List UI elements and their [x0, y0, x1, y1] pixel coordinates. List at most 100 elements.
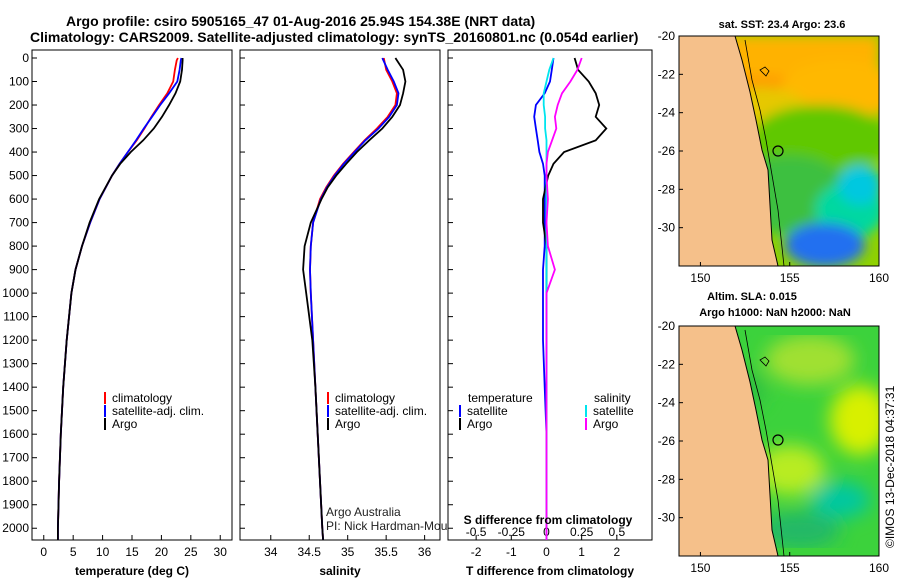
top-tick-label: -0.5	[466, 525, 487, 539]
lat-tick-label: -30	[658, 221, 676, 235]
temperature-x-label: temperature (deg C)	[75, 564, 189, 578]
difference-temperature-legend: temperature satellite Argo	[459, 391, 533, 431]
sst-isobath	[744, 39, 785, 266]
x-tick-label: 36	[418, 545, 432, 559]
lat-tick-label: -26	[658, 434, 676, 448]
pi-name-label: PI: Nick Hardman-Mountford	[326, 519, 478, 533]
lat-tick-label: -26	[658, 144, 676, 158]
x-tick-label: -2	[471, 545, 482, 559]
depth-tick-label: 500	[9, 169, 29, 183]
sla-map-title: Altim. SLA: 0.015	[707, 291, 797, 303]
x-tick-label: 25	[184, 545, 198, 559]
depth-tick-label: 1400	[2, 380, 29, 394]
sst-reef	[759, 66, 770, 77]
legend-satellite-label: satellite-adj. clim.	[335, 404, 427, 418]
x-tick-label: 34	[264, 545, 278, 559]
legend-t-satellite-label: satellite	[467, 404, 508, 418]
sla-land	[679, 326, 779, 556]
depth-tick-label: 1300	[2, 357, 29, 371]
depth-tick-label: 200	[9, 98, 29, 112]
depth-tick-label: 1200	[2, 333, 29, 347]
legend-s-satellite-label: satellite	[593, 404, 634, 418]
sla-isobath	[744, 329, 785, 556]
x-tick-label: 5	[70, 545, 77, 559]
legend-satellite-label: satellite-adj. clim.	[112, 404, 204, 418]
series-line-argo	[57, 58, 184, 540]
depth-tick-label: 2000	[2, 521, 29, 535]
x-tick-label: 10	[96, 545, 110, 559]
difference-panel: -2 -1 0 1 2 -0.5 -0.25 0 0.25 0.5 T difference f…	[447, 49, 653, 578]
x-tick-label: 2	[613, 545, 620, 559]
salinity-profiles	[302, 57, 407, 540]
temperature-legend: climatology satellite-adj. clim. Argo	[104, 391, 204, 431]
sst-map: sat. SST: 23.4 Argo: 23.6 150 155 160 -20 -2…	[658, 19, 890, 285]
x-tick-label: -1	[506, 545, 517, 559]
legend-temperature-header: temperature	[468, 391, 533, 405]
sst-map-ticks: 150 155 160 -20 -22 -24 -26 -28 -30	[658, 29, 890, 285]
sla-map-ticks: 150 155 160 -20 -22 -24 -26 -28 -30	[658, 319, 890, 575]
x-tick-label: 34.5	[298, 545, 322, 559]
t-difference-x-label: T difference from climatology	[466, 564, 634, 578]
depth-tick-label: 600	[9, 192, 29, 206]
lat-tick-label: -22	[658, 357, 676, 371]
sla-float-marker	[772, 434, 784, 446]
x-tick-label: 0	[40, 545, 47, 559]
x-tick-label: 30	[214, 545, 228, 559]
depth-tick-label: 1100	[3, 310, 29, 324]
s-difference-x-label: S difference from climatology	[464, 513, 633, 527]
temperature-depth-ticks: 0 100 200 300 400 500 600 700 800 900 1000 1100 1200…	[2, 51, 37, 535]
sla-map: Altim. SLA: 0.015 Argo h1000: NaN h2000:…	[658, 291, 890, 575]
salinity-x-label: salinity	[319, 564, 361, 578]
lon-tick-label: 155	[780, 271, 800, 285]
legend-argo-label: Argo	[335, 417, 361, 431]
figure-title-line2: Climatology: CARS2009. Satellite-adjuste…	[30, 29, 638, 45]
top-tick-label: -0.25	[498, 525, 526, 539]
depth-tick-label: 1500	[2, 404, 29, 418]
salinity-panel: 34 34.5 35 35.5 36 salinity climatology sate…	[239, 49, 478, 578]
x-tick-label: 1	[578, 545, 585, 559]
sst-map-title: sat. SST: 23.4 Argo: 23.6	[719, 19, 846, 31]
difference-salinity-legend: salinity satellite Argo	[585, 391, 634, 431]
temperature-panel: 0100200300400500600700800900100011001200…	[2, 49, 233, 578]
depth-tick-label: 1900	[2, 498, 29, 512]
difference-profiles	[533, 57, 608, 540]
lon-tick-label: 160	[869, 271, 889, 285]
sla-reef	[759, 356, 770, 367]
depth-tick-label: 400	[9, 145, 29, 159]
lon-tick-label: 150	[690, 271, 710, 285]
series-line-salinity-argo	[545, 57, 583, 540]
sst-land	[679, 36, 779, 266]
salinity-x-ticks: 34 34.5 35 35.5 36	[264, 535, 432, 559]
lon-tick-label: 155	[780, 561, 800, 575]
legend-climatology-label: climatology	[112, 391, 172, 405]
lat-tick-label: -24	[658, 396, 676, 410]
depth-tick-label: 700	[9, 216, 29, 230]
lat-tick-label: -28	[658, 182, 676, 196]
imos-copyright-label: ©IMOS 13-Dec-2018 04:37:31	[883, 385, 897, 548]
x-tick-label: 0	[543, 545, 550, 559]
depth-tick-label: 1700	[2, 451, 29, 465]
argo-australia-label: Argo Australia	[326, 505, 401, 519]
depth-tick-label: 900	[9, 263, 29, 277]
salinity-plot-frame	[239, 49, 441, 541]
x-tick-label: 20	[155, 545, 169, 559]
lon-tick-label: 160	[869, 561, 889, 575]
figure-title-line1: Argo profile: csiro 5905165_47 01-Aug-20…	[66, 13, 535, 29]
depth-tick-label: 0	[22, 51, 29, 65]
salinity-legend: climatology satellite-adj. clim. Argo	[327, 391, 427, 431]
depth-tick-label: 100	[9, 75, 29, 89]
legend-t-argo-label: Argo	[467, 417, 493, 431]
sla-field	[715, 335, 879, 548]
lat-tick-label: -20	[658, 319, 676, 333]
depth-tick-label: 1800	[2, 474, 29, 488]
legend-salinity-header: salinity	[594, 391, 631, 405]
sla-map-subtitle: Argo h1000: NaN h2000: NaN	[699, 307, 851, 319]
x-tick-label: 35	[341, 545, 355, 559]
temperature-profiles	[57, 57, 184, 540]
difference-plot-frame	[447, 49, 653, 541]
legend-s-argo-label: Argo	[593, 417, 619, 431]
temperature-x-ticks: 0 5 10 15 20 25 30	[40, 535, 227, 559]
lat-tick-label: -20	[658, 29, 676, 43]
lat-tick-label: -28	[658, 472, 676, 486]
